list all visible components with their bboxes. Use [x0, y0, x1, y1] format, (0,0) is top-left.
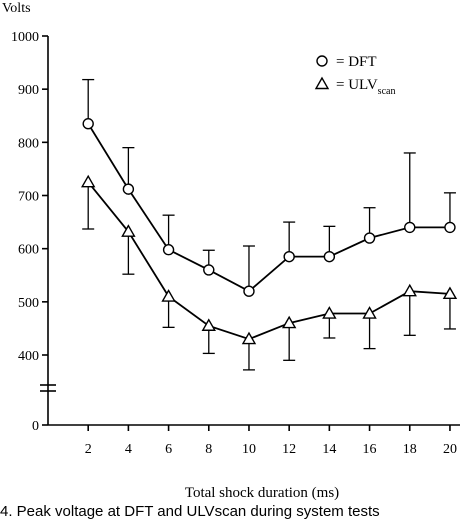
x-tick-label: 6 [165, 442, 172, 457]
legend-label: = DFT [336, 54, 377, 70]
circle-marker [243, 285, 255, 297]
x-tick-label: 14 [322, 442, 336, 457]
triangle-marker [362, 306, 377, 319]
circle-marker [203, 264, 215, 276]
circle-marker [162, 244, 175, 256]
ulv-line [87, 181, 451, 341]
y-tick-labels: 0 400 500 600 700 800 900 1000 [11, 30, 39, 434]
x-tick-labels: 2 4 6 8 10 12 14 16 18 20 [85, 442, 457, 457]
circle-marker [283, 250, 295, 263]
x-tick-label: 16 [363, 442, 377, 457]
triangle-marker [241, 331, 257, 345]
series-markers [80, 118, 458, 345]
triangle-marker [322, 306, 337, 319]
x-tick-label: 12 [282, 442, 296, 457]
triangle-marker [161, 289, 176, 302]
triangle-marker [121, 224, 136, 237]
chart: Volts 0 400 500 600 700 800 900 1000 2 4 6 8 10 12 14… [2, 1, 460, 501]
y-tick-label: 800 [18, 136, 39, 151]
legend-label: = ULVscan [336, 77, 395, 97]
circle-marker [82, 118, 94, 130]
dft-line [87, 123, 450, 293]
y-tick-label: 0 [32, 419, 39, 434]
circle-marker [316, 55, 328, 67]
x-tick-label: 20 [443, 442, 457, 457]
x-tick-label: 10 [242, 442, 256, 457]
x-axis-label: Total shock duration (ms) [185, 485, 339, 501]
triangle-marker [80, 174, 96, 188]
circle-marker [363, 232, 376, 244]
error-bars [82, 78, 456, 371]
x-tick-label: 4 [125, 442, 132, 457]
circle-marker [122, 183, 135, 195]
triangle-marker [442, 286, 458, 300]
y-tick-label: 900 [18, 83, 39, 98]
figure-caption: 4. Peak voltage at DFT and ULVscan durin… [0, 503, 380, 520]
y-tick-label: 400 [18, 349, 39, 364]
y-tick-label: 700 [18, 190, 39, 205]
circle-marker [444, 221, 456, 234]
series-lines [87, 123, 451, 341]
y-tick-label: 600 [18, 243, 39, 258]
circle-marker [323, 250, 336, 263]
triangle-marker [281, 315, 297, 329]
legend: = DFT = ULVscan [314, 54, 395, 97]
x-tick-label: 8 [205, 442, 212, 457]
axes [40, 35, 460, 431]
triangle-marker [402, 283, 417, 297]
triangle-marker [314, 76, 330, 90]
x-tick-label: 18 [403, 442, 417, 457]
y-tick-label: 500 [18, 296, 39, 311]
y-tick-label: 1000 [11, 30, 39, 45]
y-axis-label: Volts [2, 1, 31, 16]
x-tick-label: 2 [85, 442, 92, 457]
triangle-marker [201, 318, 216, 331]
circle-marker [404, 221, 416, 234]
